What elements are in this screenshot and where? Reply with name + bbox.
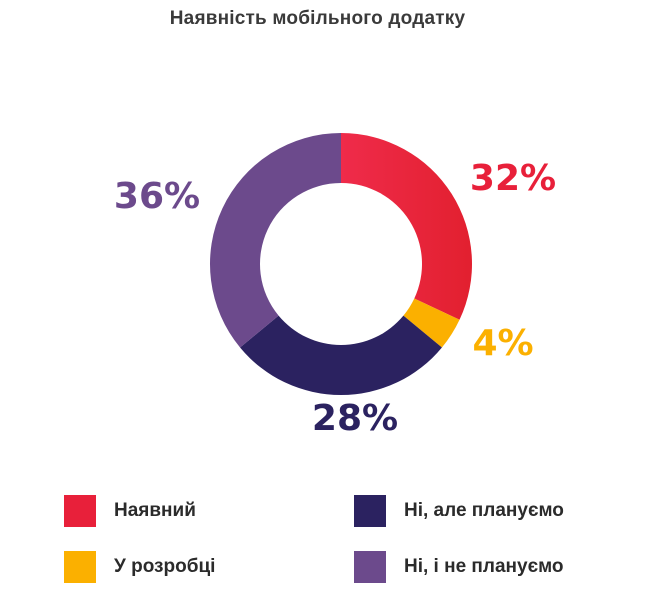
legend-swatch bbox=[64, 495, 96, 527]
legend-label: Ні, але плануємо bbox=[404, 500, 564, 521]
slice-value-label: 32% bbox=[470, 158, 556, 199]
legend-label: У розробці bbox=[114, 556, 216, 577]
legend-item-u-rozrobtsi: У розробці bbox=[64, 551, 215, 583]
legend-swatch bbox=[64, 551, 96, 583]
slice-value-label: 4% bbox=[472, 323, 533, 364]
legend-label: Ні, і не плануємо bbox=[404, 556, 564, 577]
donut-slice bbox=[341, 133, 472, 320]
legend-item-naiavnyi: Наявний bbox=[64, 495, 196, 527]
donut-value-labels: 32% 4% 28% 36% bbox=[114, 158, 556, 439]
legend-item-ni-i-ne-planuiemo: Ні, і не плануємо bbox=[354, 551, 564, 583]
slice-value-label: 28% bbox=[312, 398, 398, 439]
donut-slice bbox=[210, 133, 341, 348]
legend-swatch bbox=[354, 551, 386, 583]
legend-swatch bbox=[354, 495, 386, 527]
donut-slice bbox=[403, 298, 460, 348]
donut-slice bbox=[240, 315, 442, 395]
legend-item-ni-ale-planuiemo: Ні, але плануємо bbox=[354, 495, 564, 527]
legend-label: Наявний bbox=[114, 500, 196, 521]
donut-slices bbox=[210, 133, 472, 395]
chart-title: Наявність мобільного додатку bbox=[169, 8, 466, 29]
slice-value-label: 36% bbox=[114, 176, 200, 217]
